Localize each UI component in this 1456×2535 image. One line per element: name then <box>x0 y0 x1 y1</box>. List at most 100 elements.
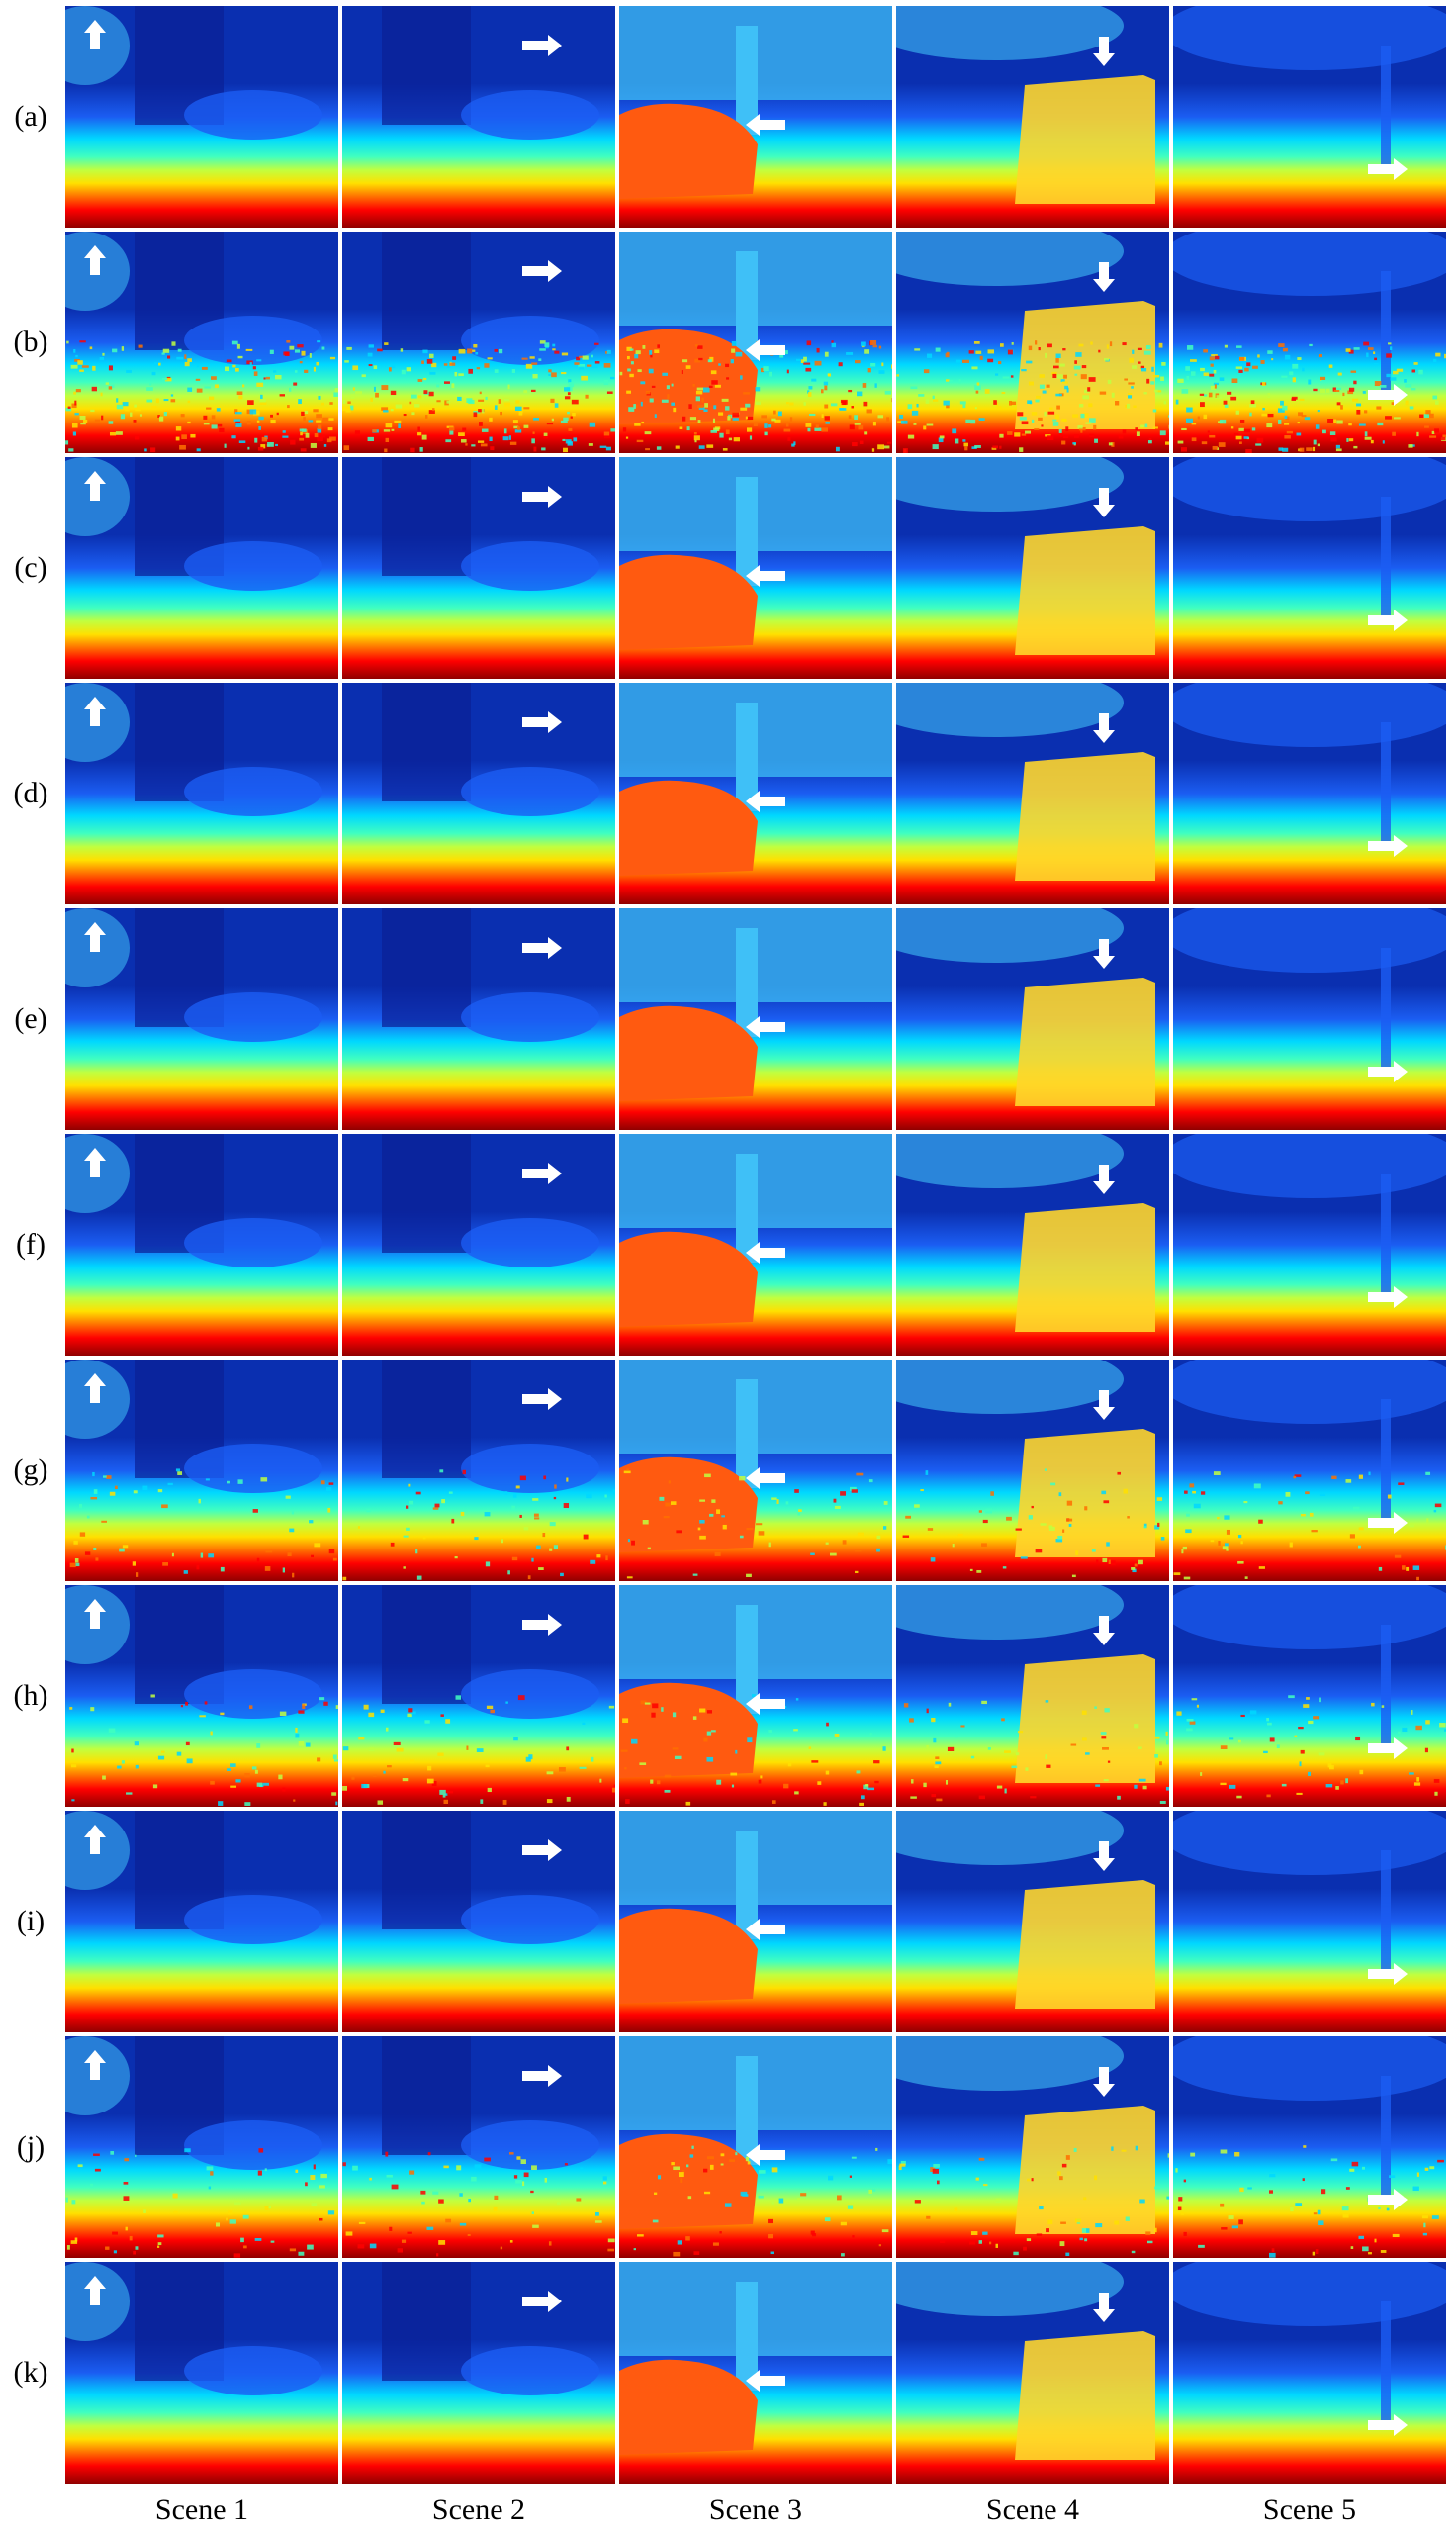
depth-map-panel <box>619 457 892 679</box>
arrow-down-icon <box>1093 2293 1115 2322</box>
arrow-right-icon <box>522 1388 562 1410</box>
depth-map <box>619 232 892 453</box>
depth-map <box>896 1585 1169 1807</box>
depth-map-panel <box>342 1585 615 1807</box>
depth-map-panel <box>1173 6 1446 228</box>
depth-map-panel <box>342 683 615 904</box>
arrow-down-icon <box>1093 939 1115 969</box>
depth-map <box>65 457 338 679</box>
arrow-right-icon <box>522 260 562 282</box>
arrow-left-icon <box>746 1467 785 1489</box>
arrow-down-icon <box>1093 262 1115 292</box>
arrow-left-icon <box>746 1693 785 1715</box>
depth-map <box>1173 683 1446 904</box>
column-label: Scene 5 <box>1262 2493 1357 2526</box>
arrow-left-icon <box>746 565 785 587</box>
depth-map <box>1173 2262 1446 2484</box>
depth-map-panel <box>896 2036 1169 2258</box>
arrow-right-icon <box>1368 2189 1408 2210</box>
arrow-down-icon <box>1093 37 1115 66</box>
arrow-left-icon <box>746 339 785 361</box>
depth-map <box>342 2262 615 2484</box>
arrow-left-icon <box>746 1919 785 1940</box>
depth-map-panel <box>896 908 1169 1130</box>
depth-map <box>342 2036 615 2258</box>
depth-map <box>896 232 1169 453</box>
depth-map <box>1173 2036 1446 2258</box>
depth-map <box>1173 1134 1446 1356</box>
depth-map <box>619 1360 892 1581</box>
depth-map <box>896 1811 1169 2032</box>
arrow-down-icon <box>1093 1841 1115 1871</box>
depth-map <box>65 232 338 453</box>
depth-map-panel <box>1173 457 1446 679</box>
depth-map-panel <box>65 6 338 228</box>
depth-map-panel <box>1173 1585 1446 1807</box>
depth-map <box>65 2262 338 2484</box>
depth-map <box>1173 1360 1446 1581</box>
depth-map-panel <box>619 1585 892 1807</box>
row-label: (d) <box>13 777 48 809</box>
depth-map-panel <box>619 683 892 904</box>
arrow-up-icon <box>84 1373 106 1403</box>
arrow-right-icon <box>522 2291 562 2312</box>
depth-map <box>342 232 615 453</box>
arrow-right-icon <box>1368 610 1408 631</box>
depth-map <box>65 6 338 228</box>
depth-map <box>65 908 338 1130</box>
depth-map-panel <box>619 2036 892 2258</box>
depth-map-panel <box>1173 1134 1446 1356</box>
row-label: (k) <box>13 2356 48 2389</box>
arrow-left-icon <box>746 791 785 812</box>
column-label: Scene 3 <box>708 2493 803 2526</box>
depth-map <box>342 908 615 1130</box>
depth-map-panel <box>342 1134 615 1356</box>
row-label: (j) <box>16 2130 46 2163</box>
depth-map <box>342 1360 615 1581</box>
depth-map <box>1173 232 1446 453</box>
depth-map-panel <box>342 6 615 228</box>
depth-map <box>342 6 615 228</box>
arrow-left-icon <box>746 1016 785 1038</box>
depth-map-panel <box>1173 2262 1446 2484</box>
arrow-right-icon <box>1368 1737 1408 1759</box>
depth-map-panel <box>65 1134 338 1356</box>
depth-map-panel <box>65 2262 338 2484</box>
depth-map-panel <box>342 908 615 1130</box>
depth-map-panel <box>65 683 338 904</box>
depth-map <box>65 2036 338 2258</box>
arrow-down-icon <box>1093 488 1115 517</box>
depth-map <box>896 1360 1169 1581</box>
depth-map <box>619 2036 892 2258</box>
arrow-right-icon <box>522 1839 562 1861</box>
row-label: (b) <box>13 326 48 358</box>
depth-map <box>342 1585 615 1807</box>
depth-map-panel <box>65 1585 338 1807</box>
depth-map <box>65 1585 338 1807</box>
depth-map-panel <box>342 457 615 679</box>
depth-map-panel <box>619 232 892 453</box>
row-label: (i) <box>16 1905 46 1937</box>
arrow-left-icon <box>746 2370 785 2392</box>
arrow-right-icon <box>1368 835 1408 857</box>
depth-map-panel <box>342 1360 615 1581</box>
depth-map <box>619 1134 892 1356</box>
depth-map <box>1173 908 1446 1130</box>
depth-map-panel <box>1173 232 1446 453</box>
depth-map <box>896 683 1169 904</box>
row-label: (a) <box>14 100 47 133</box>
arrow-right-icon <box>1368 1061 1408 1082</box>
depth-map <box>619 908 892 1130</box>
row-label: (g) <box>13 1454 48 1486</box>
arrow-right-icon <box>522 35 562 56</box>
depth-map-panel <box>619 6 892 228</box>
arrow-right-icon <box>1368 1286 1408 1308</box>
depth-map <box>896 908 1169 1130</box>
arrow-right-icon <box>1368 1963 1408 1985</box>
depth-map <box>342 1134 615 1356</box>
depth-map-panel <box>65 232 338 453</box>
arrow-up-icon <box>84 471 106 501</box>
depth-map-panel <box>896 2262 1169 2484</box>
depth-map <box>896 6 1169 228</box>
